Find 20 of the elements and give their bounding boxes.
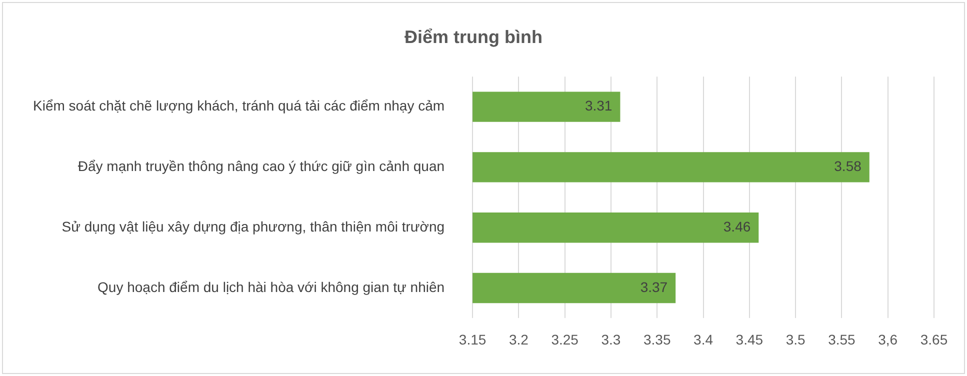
x-tick-label: 3.45	[736, 331, 764, 348]
x-tick-label: 3.65	[920, 331, 948, 348]
data-label: 3.31	[584, 98, 612, 114]
x-tick-label: 3.15	[458, 331, 486, 348]
y-tick-label: Kiểm soát chặt chẽ lượng khách, tránh quá tải các điểm nhạy cảm	[32, 98, 445, 114]
y-tick-label: Đẩy mạnh truyền thông nâng cao ý thức giữ gìn cảnh quan	[78, 158, 445, 174]
data-label: 3.37	[640, 278, 668, 295]
chart-title: Điểm trung bình	[404, 26, 542, 47]
data-label: 3.46	[723, 218, 751, 234]
x-tick-label: 3.35	[644, 331, 671, 348]
x-tick-label: 3,6	[878, 331, 898, 348]
x-tick-label: 3.25	[551, 331, 579, 348]
y-tick-label: Sử dụng vật liệu xây dựng địa phương, thân thiện môi trường	[62, 218, 445, 234]
x-tick-label: 3.55	[828, 331, 856, 348]
x-tick-label: 3.3	[601, 331, 621, 348]
x-tick-label: 3.4	[694, 331, 714, 348]
data-label: 3.58	[834, 158, 862, 174]
y-tick-label: Quy hoạch điểm du lịch hài hòa với không gian tự nhiên	[98, 278, 445, 295]
x-tick-label: 3.2	[508, 331, 529, 348]
x-tick-label: 3.5	[786, 331, 806, 348]
